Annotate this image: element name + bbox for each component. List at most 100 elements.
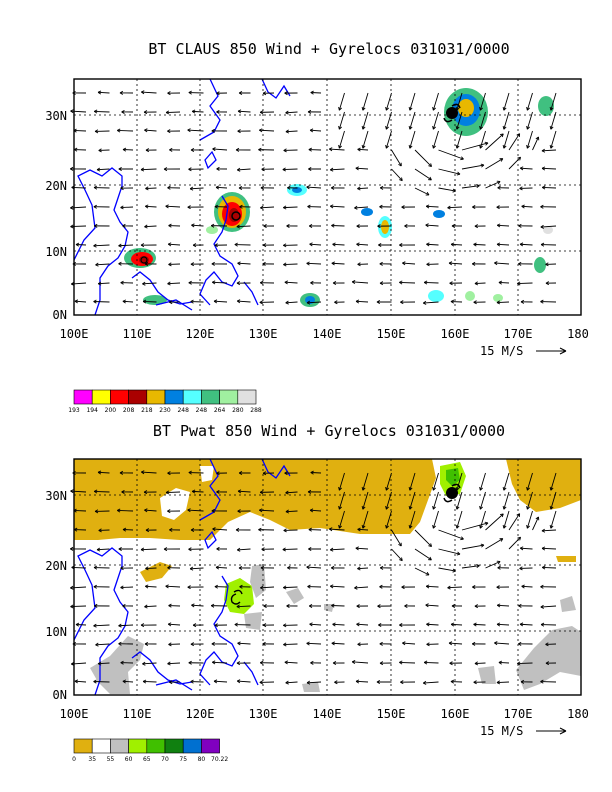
wind-vector-head <box>351 280 356 285</box>
wind-vector-head <box>473 242 477 247</box>
wind-vector <box>357 528 369 531</box>
wind-vector <box>191 604 204 607</box>
wind-vector <box>330 548 345 551</box>
wind-vector-head <box>187 585 191 590</box>
wind-vector-head <box>215 185 220 190</box>
wind-vector-head <box>448 641 453 646</box>
wind-vector <box>309 623 322 626</box>
wind-vector <box>187 129 204 132</box>
wind-vector-head <box>212 147 216 152</box>
wind-vector <box>306 262 322 265</box>
wind-vector-head <box>189 566 194 571</box>
wind-vector-head <box>262 91 267 96</box>
wind-vector <box>526 472 533 491</box>
wind-vector-head <box>496 560 501 565</box>
wind-vector-head <box>338 505 343 510</box>
wind-vector-head <box>385 486 390 491</box>
wind-vector-head <box>95 262 99 267</box>
wind-vector-head <box>70 585 74 590</box>
wind-vectors <box>69 470 557 685</box>
wind-vector-head <box>262 471 267 476</box>
wind-vector-head <box>144 641 149 646</box>
wind-vector-head <box>535 516 540 521</box>
wind-vector-head <box>540 299 544 304</box>
wind-vector-head <box>432 106 437 111</box>
wind-vector-head <box>283 262 287 267</box>
wind-vector-head <box>432 125 437 130</box>
wind-vector-head <box>361 505 366 510</box>
storm-center-marker <box>230 483 461 605</box>
wind-vector <box>409 130 416 149</box>
wind-vector-head <box>168 223 172 228</box>
wind-vector-head <box>96 167 101 172</box>
wind-vector <box>307 301 322 304</box>
wind-vector <box>497 604 510 607</box>
wind-vector-head <box>142 299 147 304</box>
wind-vector-head <box>238 565 243 570</box>
wind-vector-head <box>357 262 361 267</box>
wind-vector <box>503 92 510 111</box>
wind-vector <box>285 130 298 133</box>
wind-vector-head <box>169 680 173 685</box>
wind-vector-head <box>379 204 383 209</box>
wind-vector-head <box>517 661 521 666</box>
wind-vector <box>497 623 510 626</box>
wind-vector-head <box>502 144 507 149</box>
wind-vector <box>391 529 402 547</box>
wind-vector <box>426 585 439 588</box>
wind-vector-head <box>214 623 218 628</box>
wind-vector-head <box>167 622 172 627</box>
wind-vector-head <box>450 242 455 247</box>
wind-vector <box>498 281 510 284</box>
wind-vector-head <box>408 524 413 529</box>
wind-vector-head <box>122 147 127 152</box>
wind-vector-head <box>188 167 192 172</box>
wind-vector-head <box>399 557 403 562</box>
wind-vector-head <box>95 642 99 647</box>
colorbar-label: 80 <box>198 756 206 763</box>
wind-vector <box>238 490 251 493</box>
wind-vector-head <box>516 513 521 517</box>
lon-label: 140E <box>313 327 342 341</box>
wind-vector-head <box>379 261 383 266</box>
wind-vector-head <box>237 641 241 646</box>
wind-vector-head <box>496 603 501 608</box>
wind-vector-head <box>212 280 216 285</box>
wind-vector-head <box>70 205 74 210</box>
wind-vector-head <box>425 191 430 196</box>
wind-vector-head <box>473 300 477 305</box>
wind-vector <box>236 605 251 608</box>
wind-vector-head <box>542 185 546 190</box>
wind-vector <box>520 547 533 550</box>
wind-vector-head <box>309 128 314 133</box>
wind-vector <box>356 623 369 626</box>
wind-vector <box>285 301 298 304</box>
wind-vector-head <box>521 204 525 209</box>
wind-vector-head <box>283 528 287 533</box>
wind-vector-head <box>518 223 522 228</box>
wind-vector-head <box>455 524 460 529</box>
wind-vector-head <box>519 546 524 551</box>
wind-vector-head <box>284 91 288 96</box>
wind-vector <box>93 624 110 627</box>
colorbar-swatch <box>201 389 220 405</box>
wind-vector-head <box>520 299 525 304</box>
wind-vector <box>212 148 228 151</box>
wind-vector <box>473 623 486 626</box>
wind-vector-head <box>211 261 215 266</box>
wind-vector-head <box>236 224 240 229</box>
wind-vector <box>425 604 439 607</box>
wind-vector <box>165 205 181 208</box>
wind-vector-head <box>460 536 464 541</box>
wind-vector-head <box>526 505 531 510</box>
wind-vector <box>357 148 369 151</box>
wind-vector-head <box>357 566 361 571</box>
wind-vector-head <box>540 204 544 209</box>
wind-vector-head <box>307 489 312 494</box>
wind-vector <box>550 92 557 111</box>
wind-vector-head <box>357 642 361 647</box>
wind-vector-head <box>236 281 241 286</box>
wind-vector-head <box>74 299 79 304</box>
wind-vector-head <box>283 243 287 248</box>
wind-vector-head <box>425 603 429 608</box>
